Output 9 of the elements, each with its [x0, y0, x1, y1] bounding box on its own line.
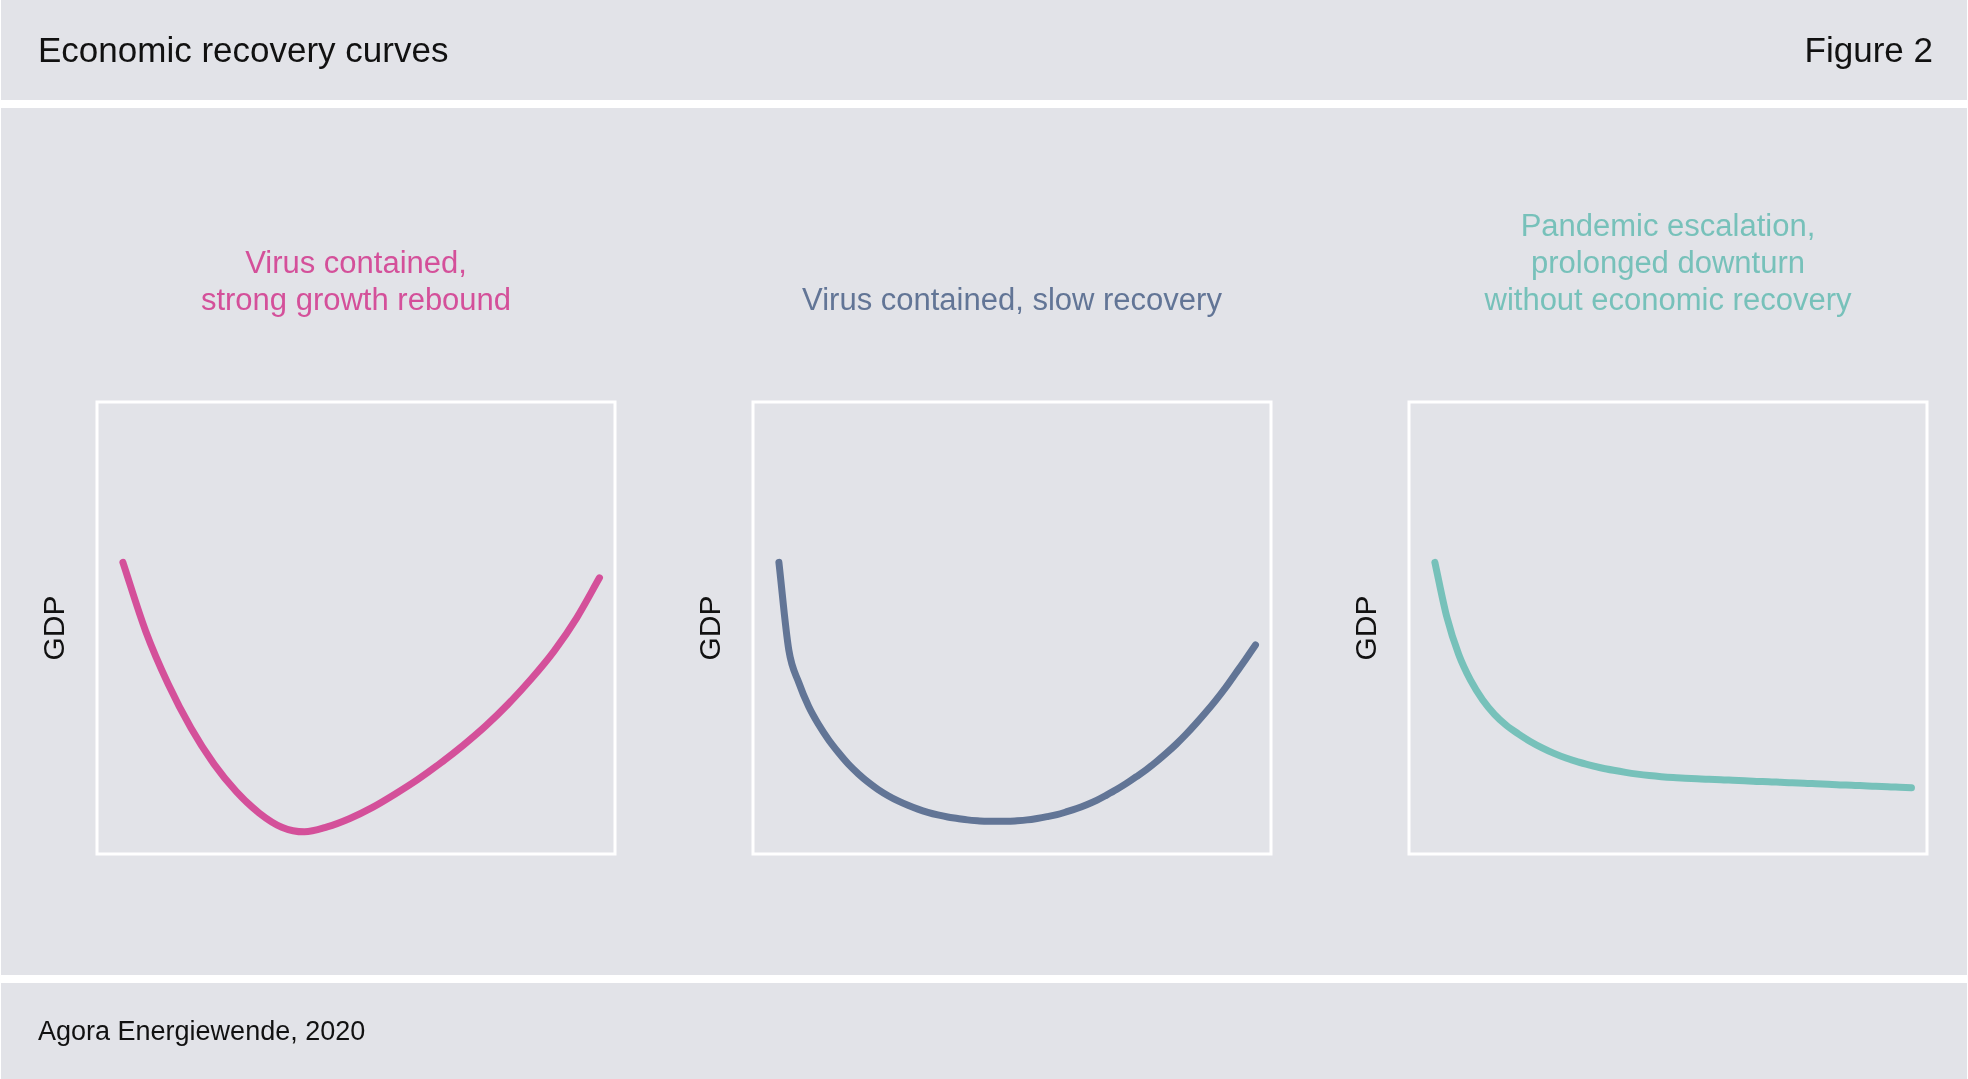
text: Agora Energiewende, 2020: [38, 1015, 366, 1048]
text: Economic recovery curves: [38, 29, 449, 71]
y-axis-title: GDP: [693, 595, 727, 661]
caption: Figure 2: [1804, 29, 1933, 71]
y-axis-title: GDP: [1349, 595, 1383, 661]
y-axis-title: GDP: [37, 595, 71, 661]
chart-title: Virus contained, strong growth rebound: [199, 244, 513, 318]
chart-title: Virus contained, slow recovery: [801, 281, 1223, 318]
chart-title: Pandemic escalation, prolonged downturn without economic recovery: [1483, 207, 1853, 318]
